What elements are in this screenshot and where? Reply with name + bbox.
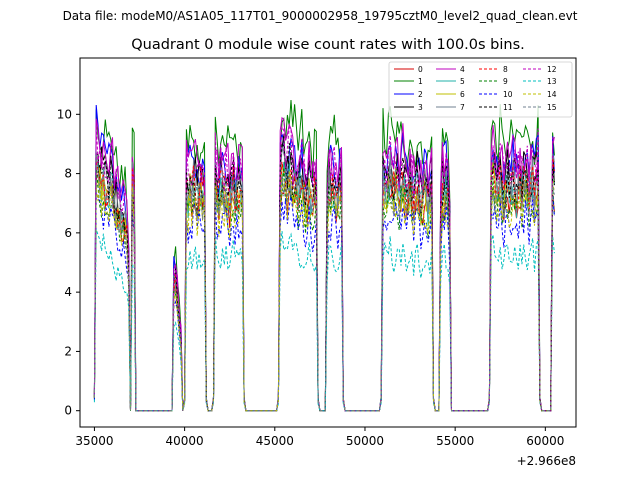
series-line-3 [93,133,555,412]
series-line-9 [93,166,555,412]
series-line-2 [93,104,555,412]
x-axis: 35000 40000 45000 50000 55000 60000 [75,427,564,448]
series-line-6 [93,162,555,412]
legend-label-10: 10 [503,90,513,99]
series-line-8 [93,155,555,412]
legend-label-4: 4 [460,65,465,74]
series-layer [93,99,555,412]
series-line-4 [93,116,555,412]
legend-frame [388,61,573,118]
chart-suptitle: Data file: modeM0/AS1A05_117T01_90000029… [63,9,578,23]
series-line-10 [93,189,555,412]
legend-label-11: 11 [503,103,513,112]
series-line-11 [93,142,555,412]
legend-label-6: 6 [460,90,465,99]
legend-label-15: 15 [547,103,557,112]
x-tick-label: 60000 [526,434,564,448]
legend-label-14: 14 [547,90,557,99]
y-tick-label: 8 [64,167,72,181]
x-tick-label: 40000 [166,434,204,448]
series-line-13 [93,229,555,412]
x-offset-label: +2.966e8 [517,454,576,468]
y-tick-label: 0 [64,404,72,418]
x-tick-label: 50000 [346,434,384,448]
y-axis: 0 2 4 6 8 10 [57,107,80,418]
plot-frame [79,57,577,428]
y-tick-label: 10 [57,107,72,121]
chart-title: Quadrant 0 module wise count rates with … [131,37,525,53]
legend-label-13: 13 [547,77,557,86]
y-tick-label: 6 [64,226,72,240]
y-tick-label: 4 [64,285,72,299]
series-line-0 [93,169,555,412]
y-tick-label: 2 [64,344,72,358]
legend-label-1: 1 [418,77,423,86]
series-line-14 [93,171,555,412]
series-line-15 [93,155,555,412]
series-line-1 [93,99,555,412]
legend-label-3: 3 [418,103,423,112]
legend-label-8: 8 [503,65,508,74]
legend-label-7: 7 [460,103,465,112]
x-tick-label: 35000 [75,434,113,448]
x-tick-label: 55000 [436,434,474,448]
legend-label-12: 12 [547,65,557,74]
legend-label-5: 5 [460,77,465,86]
series-line-12 [93,120,555,412]
legend-label-0: 0 [418,65,423,74]
series-line-5 [93,159,555,412]
series-line-7 [93,147,555,412]
legend-label-9: 9 [503,77,508,86]
x-tick-label: 45000 [256,434,294,448]
legend-label-2: 2 [418,90,423,99]
